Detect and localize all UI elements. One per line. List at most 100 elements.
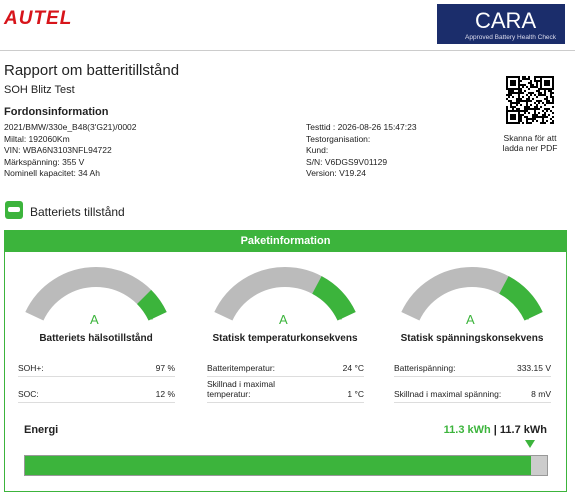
qr-cell: [512, 96, 514, 98]
qr-cell: [522, 86, 524, 88]
qr-cell: [520, 92, 522, 94]
qr-cell: [552, 120, 554, 122]
gauge-level: [498, 276, 543, 321]
qr-cell: [538, 112, 540, 114]
qr-cell: [526, 118, 528, 120]
vehicle-heading: Fordonsinformation: [4, 106, 109, 118]
gauge-pointer: [524, 313, 532, 320]
qr-cell: [540, 106, 542, 108]
vehicle-right: Testtid : 2026-08-26 15:47:23 Testorganis…: [306, 122, 417, 180]
qr-cell: [532, 118, 534, 120]
qr-cell: [540, 122, 542, 124]
qr-cell: [520, 110, 522, 112]
badge-title: CARA: [475, 8, 537, 33]
qr-cell: [532, 86, 534, 88]
info-value: 97 %: [155, 363, 175, 373]
gauge-grade: A: [466, 312, 475, 327]
energy-current: 11.3 kWh: [443, 424, 491, 436]
qr-cell: [508, 94, 510, 96]
qr-cell: [536, 76, 538, 78]
qr-cell: [526, 104, 528, 106]
qr-cell: [522, 78, 524, 80]
qr-cell: [532, 120, 534, 122]
qr-cell: [536, 90, 538, 92]
qr-cell: [518, 98, 520, 100]
qr-cell: [536, 80, 538, 82]
qr-cell: [516, 92, 518, 94]
battery-icon: [5, 201, 23, 219]
qr-cell: [516, 98, 518, 100]
qr-cell: [528, 100, 530, 102]
qr-cell: [522, 92, 524, 94]
qr-cell: [534, 112, 536, 114]
energy-total: 11.7 kWh: [499, 424, 547, 436]
qr-cell: [534, 78, 536, 80]
qr-cell: [546, 110, 548, 112]
gauge-grade: A: [90, 312, 99, 327]
page: AUTEL CARA Approved Battery Health Check…: [0, 4, 575, 492]
qr-cell: [552, 102, 554, 104]
qr-cell: [512, 108, 514, 110]
qr-cell: [520, 84, 522, 86]
qr-cell: [538, 100, 540, 102]
qr-cell: [508, 96, 510, 98]
qr-cell: [526, 120, 528, 122]
qr-cell: [528, 88, 530, 90]
qr-cell: [528, 82, 530, 84]
qr-cell: [524, 90, 526, 92]
qr-cell: [510, 102, 512, 104]
qr-cell: [528, 108, 530, 110]
qr-cell: [542, 114, 544, 116]
qr-cell: [518, 108, 520, 110]
qr-cell: [516, 104, 518, 106]
vehicle-left: 2021/BMW/330e_B48(3'G21)/0002 Miltal: 192…: [4, 122, 137, 180]
qr-cell: [534, 114, 536, 116]
qr-cell: [552, 106, 554, 108]
qr-cell: [542, 116, 544, 118]
qr-cell: [534, 106, 536, 108]
qr-cell: [510, 80, 516, 86]
energy-separator: |: [493, 424, 497, 436]
qr-cell: [534, 110, 536, 112]
qr-cell: [510, 100, 512, 102]
qr-cell: [524, 106, 526, 108]
qr-cell: [534, 80, 536, 82]
qr-cell: [518, 92, 520, 94]
qr-cell: [528, 122, 530, 124]
vehicle-line: Version: V19.24: [306, 168, 367, 178]
qr-cell: [524, 110, 526, 112]
qr-cell: [542, 122, 544, 124]
qr-cell: [530, 104, 532, 106]
qr-cell: [512, 90, 514, 92]
qr-cell: [514, 106, 516, 108]
cara-badge: CARA Approved Battery Health Check: [437, 4, 565, 44]
qr-cell: [524, 76, 526, 78]
qr-cell: [526, 102, 528, 104]
brand-logo: AUTEL: [4, 8, 73, 29]
qr-cell: [544, 116, 546, 118]
qr-cell: [528, 118, 530, 120]
qr-cell: [550, 96, 552, 98]
gauge-track: [25, 267, 167, 321]
vehicle-line: Testorganisation:: [306, 133, 371, 144]
qr-cell: [506, 94, 508, 96]
info-row: Batteritemperatur: 24 °C: [207, 358, 364, 377]
qr-cell: [534, 102, 536, 104]
qr-cell: [544, 92, 546, 94]
qr-cell: [552, 100, 554, 102]
qr-cell: [516, 108, 518, 110]
qr-cell: [538, 94, 540, 96]
qr-cell: [528, 76, 530, 78]
qr-cell: [520, 100, 522, 102]
qr-cell: [548, 102, 550, 104]
qr-cell: [546, 98, 548, 100]
qr-cell: [520, 120, 522, 122]
qr-cell: [542, 102, 544, 104]
qr-cell: [538, 108, 540, 110]
qr-cell: [536, 100, 538, 102]
qr-cell: [550, 94, 552, 96]
qr-cell: [518, 100, 520, 102]
qr-cell: [518, 102, 520, 104]
qr-cell: [538, 92, 540, 94]
vehicle-line: Kund:: [306, 145, 329, 155]
